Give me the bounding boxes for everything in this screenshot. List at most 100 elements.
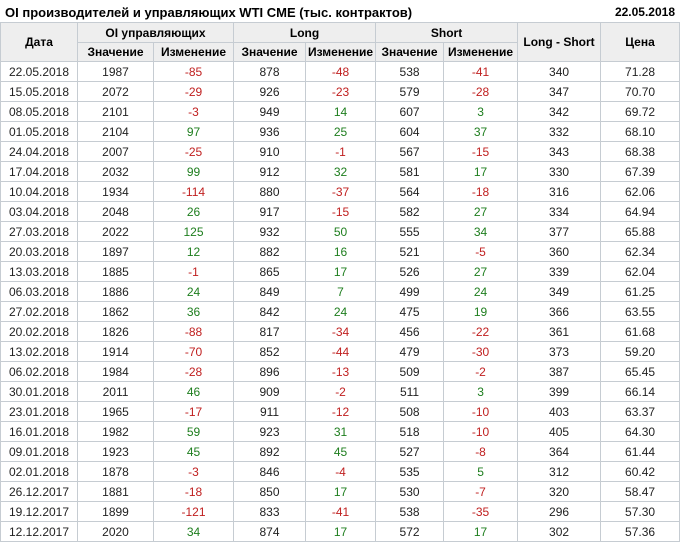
col-group-oi: OI управляющих [76, 22, 235, 43]
cell-oi-value: 2022 [77, 221, 154, 242]
cell-long-short: 340 [517, 61, 602, 82]
cell-oi-change: -3 [152, 101, 235, 122]
cell-short-change: -15 [443, 141, 519, 162]
cell-price: 64.30 [600, 421, 680, 442]
cell-short-change: -7 [443, 481, 519, 502]
cell-price: 62.34 [600, 241, 680, 262]
table-row: 06.02.2018 1984 -28 896 -13 509 -2 387 65.45 [0, 361, 680, 382]
cell-date: 19.12.2017 [0, 501, 78, 522]
cell-price: 60.42 [600, 461, 680, 482]
cell-short-change: 3 [443, 101, 519, 122]
cell-oi-value: 1982 [77, 421, 154, 442]
cell-long-short: 302 [517, 521, 602, 542]
cell-oi-change: 12 [152, 241, 235, 262]
cell-long-change: -48 [305, 61, 377, 82]
cell-oi-value: 2072 [77, 81, 154, 102]
cell-long-short: 377 [517, 221, 602, 242]
cell-long-short: 296 [517, 501, 602, 522]
cell-oi-change: -85 [152, 61, 235, 82]
cell-long-short: 399 [517, 381, 602, 402]
cell-short-change: -18 [443, 181, 519, 202]
cell-long-short: 334 [517, 201, 602, 222]
cell-oi-change: -1 [152, 261, 235, 282]
cell-long-change: -2 [305, 381, 377, 402]
table-row: 16.01.2018 1982 59 923 31 518 -10 405 64.30 [0, 421, 680, 442]
cell-oi-change: -17 [152, 401, 235, 422]
cell-long-value: 849 [233, 281, 307, 302]
col-group-short: Short [375, 22, 519, 43]
cell-long-short: 312 [517, 461, 602, 482]
cell-price: 61.68 [600, 321, 680, 342]
cell-date: 30.01.2018 [0, 381, 78, 402]
cell-long-change: -23 [305, 81, 377, 102]
cell-long-change: 7 [305, 281, 377, 302]
cell-short-value: 511 [375, 381, 445, 402]
cell-date: 22.05.2018 [0, 61, 78, 82]
table-row: 19.12.2017 1899 -121 833 -41 538 -35 296 57.30 [0, 501, 680, 522]
cell-short-value: 526 [375, 261, 445, 282]
cell-short-change: 27 [443, 201, 519, 222]
cell-date: 27.03.2018 [0, 221, 78, 242]
cell-date: 13.02.2018 [0, 341, 78, 362]
cell-price: 58.47 [600, 481, 680, 502]
cell-long-value: 846 [233, 461, 307, 482]
cell-price: 61.25 [600, 281, 680, 302]
cell-price: 65.88 [600, 221, 680, 242]
table-row: 26.12.2017 1881 -18 850 17 530 -7 320 58.47 [0, 481, 680, 502]
cell-long-short: 320 [517, 481, 602, 502]
cell-date: 06.03.2018 [0, 281, 78, 302]
cell-long-change: -13 [305, 361, 377, 382]
cell-long-short: 361 [517, 321, 602, 342]
cell-long-change: 16 [305, 241, 377, 262]
cell-price: 62.06 [600, 181, 680, 202]
table-row: 27.02.2018 1862 36 842 24 475 19 366 63.55 [0, 301, 680, 322]
cell-short-value: 538 [375, 501, 445, 522]
table-row: 27.03.2018 2022 125 932 50 555 34 377 65.88 [0, 221, 680, 242]
table-body: 22.05.2018 1987 -85 878 -48 538 -41 340 71.28 15.… [0, 61, 680, 542]
cell-oi-value: 1965 [77, 401, 154, 422]
cell-oi-value: 1897 [77, 241, 154, 262]
cell-short-value: 567 [375, 141, 445, 162]
cell-short-value: 518 [375, 421, 445, 442]
cell-date: 24.04.2018 [0, 141, 78, 162]
cell-short-value: 572 [375, 521, 445, 542]
table-row: 13.02.2018 1914 -70 852 -44 479 -30 373 59.20 [0, 341, 680, 362]
cell-long-value: 842 [233, 301, 307, 322]
cell-oi-value: 1881 [77, 481, 154, 502]
cell-oi-value: 1923 [77, 441, 154, 462]
cell-oi-change: -70 [152, 341, 235, 362]
cell-date: 03.04.2018 [0, 201, 78, 222]
cell-long-value: 932 [233, 221, 307, 242]
cell-price: 59.20 [600, 341, 680, 362]
cell-price: 63.55 [600, 301, 680, 322]
cell-long-change: 45 [305, 441, 377, 462]
cell-long-short: 339 [517, 261, 602, 282]
table-row: 22.05.2018 1987 -85 878 -48 538 -41 340 71.28 [0, 61, 680, 82]
cell-date: 13.03.2018 [0, 261, 78, 282]
cell-oi-change: 45 [152, 441, 235, 462]
cell-long-short: 387 [517, 361, 602, 382]
cell-oi-change: 46 [152, 381, 235, 402]
cell-date: 12.12.2017 [0, 521, 78, 542]
cell-date: 23.01.2018 [0, 401, 78, 422]
cell-oi-change: 26 [152, 201, 235, 222]
cell-long-value: 850 [233, 481, 307, 502]
cell-long-short: 373 [517, 341, 602, 362]
cell-long-change: 31 [305, 421, 377, 442]
cell-oi-change: 99 [152, 161, 235, 182]
col-group-long: Long [233, 22, 377, 43]
cell-long-value: 882 [233, 241, 307, 262]
table-row: 12.12.2017 2020 34 874 17 572 17 302 57.36 [0, 521, 680, 542]
report-date: 22.05.2018 [614, 5, 675, 19]
cell-long-short: 330 [517, 161, 602, 182]
cell-oi-change: -28 [152, 361, 235, 382]
cell-oi-change: -29 [152, 81, 235, 102]
table-row: 30.01.2018 2011 46 909 -2 511 3 399 66.14 [0, 381, 680, 402]
cell-date: 08.05.2018 [0, 101, 78, 122]
cell-date: 17.04.2018 [0, 161, 78, 182]
cell-price: 68.10 [600, 121, 680, 142]
cell-price: 57.30 [600, 501, 680, 522]
cell-oi-value: 2020 [77, 521, 154, 542]
cell-short-value: 521 [375, 241, 445, 262]
cell-short-value: 456 [375, 321, 445, 342]
